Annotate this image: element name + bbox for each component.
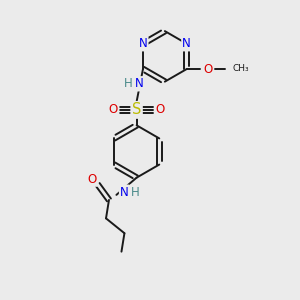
Text: O: O (155, 103, 164, 116)
Text: N: N (139, 37, 147, 50)
Text: CH₃: CH₃ (233, 64, 249, 73)
Text: H: H (124, 77, 133, 90)
Text: O: O (203, 62, 213, 76)
Text: H: H (131, 186, 140, 199)
Text: N: N (120, 186, 129, 199)
Text: N: N (182, 37, 191, 50)
Text: S: S (132, 102, 141, 117)
Text: N: N (135, 77, 144, 90)
Text: O: O (88, 172, 97, 186)
Text: O: O (109, 103, 118, 116)
